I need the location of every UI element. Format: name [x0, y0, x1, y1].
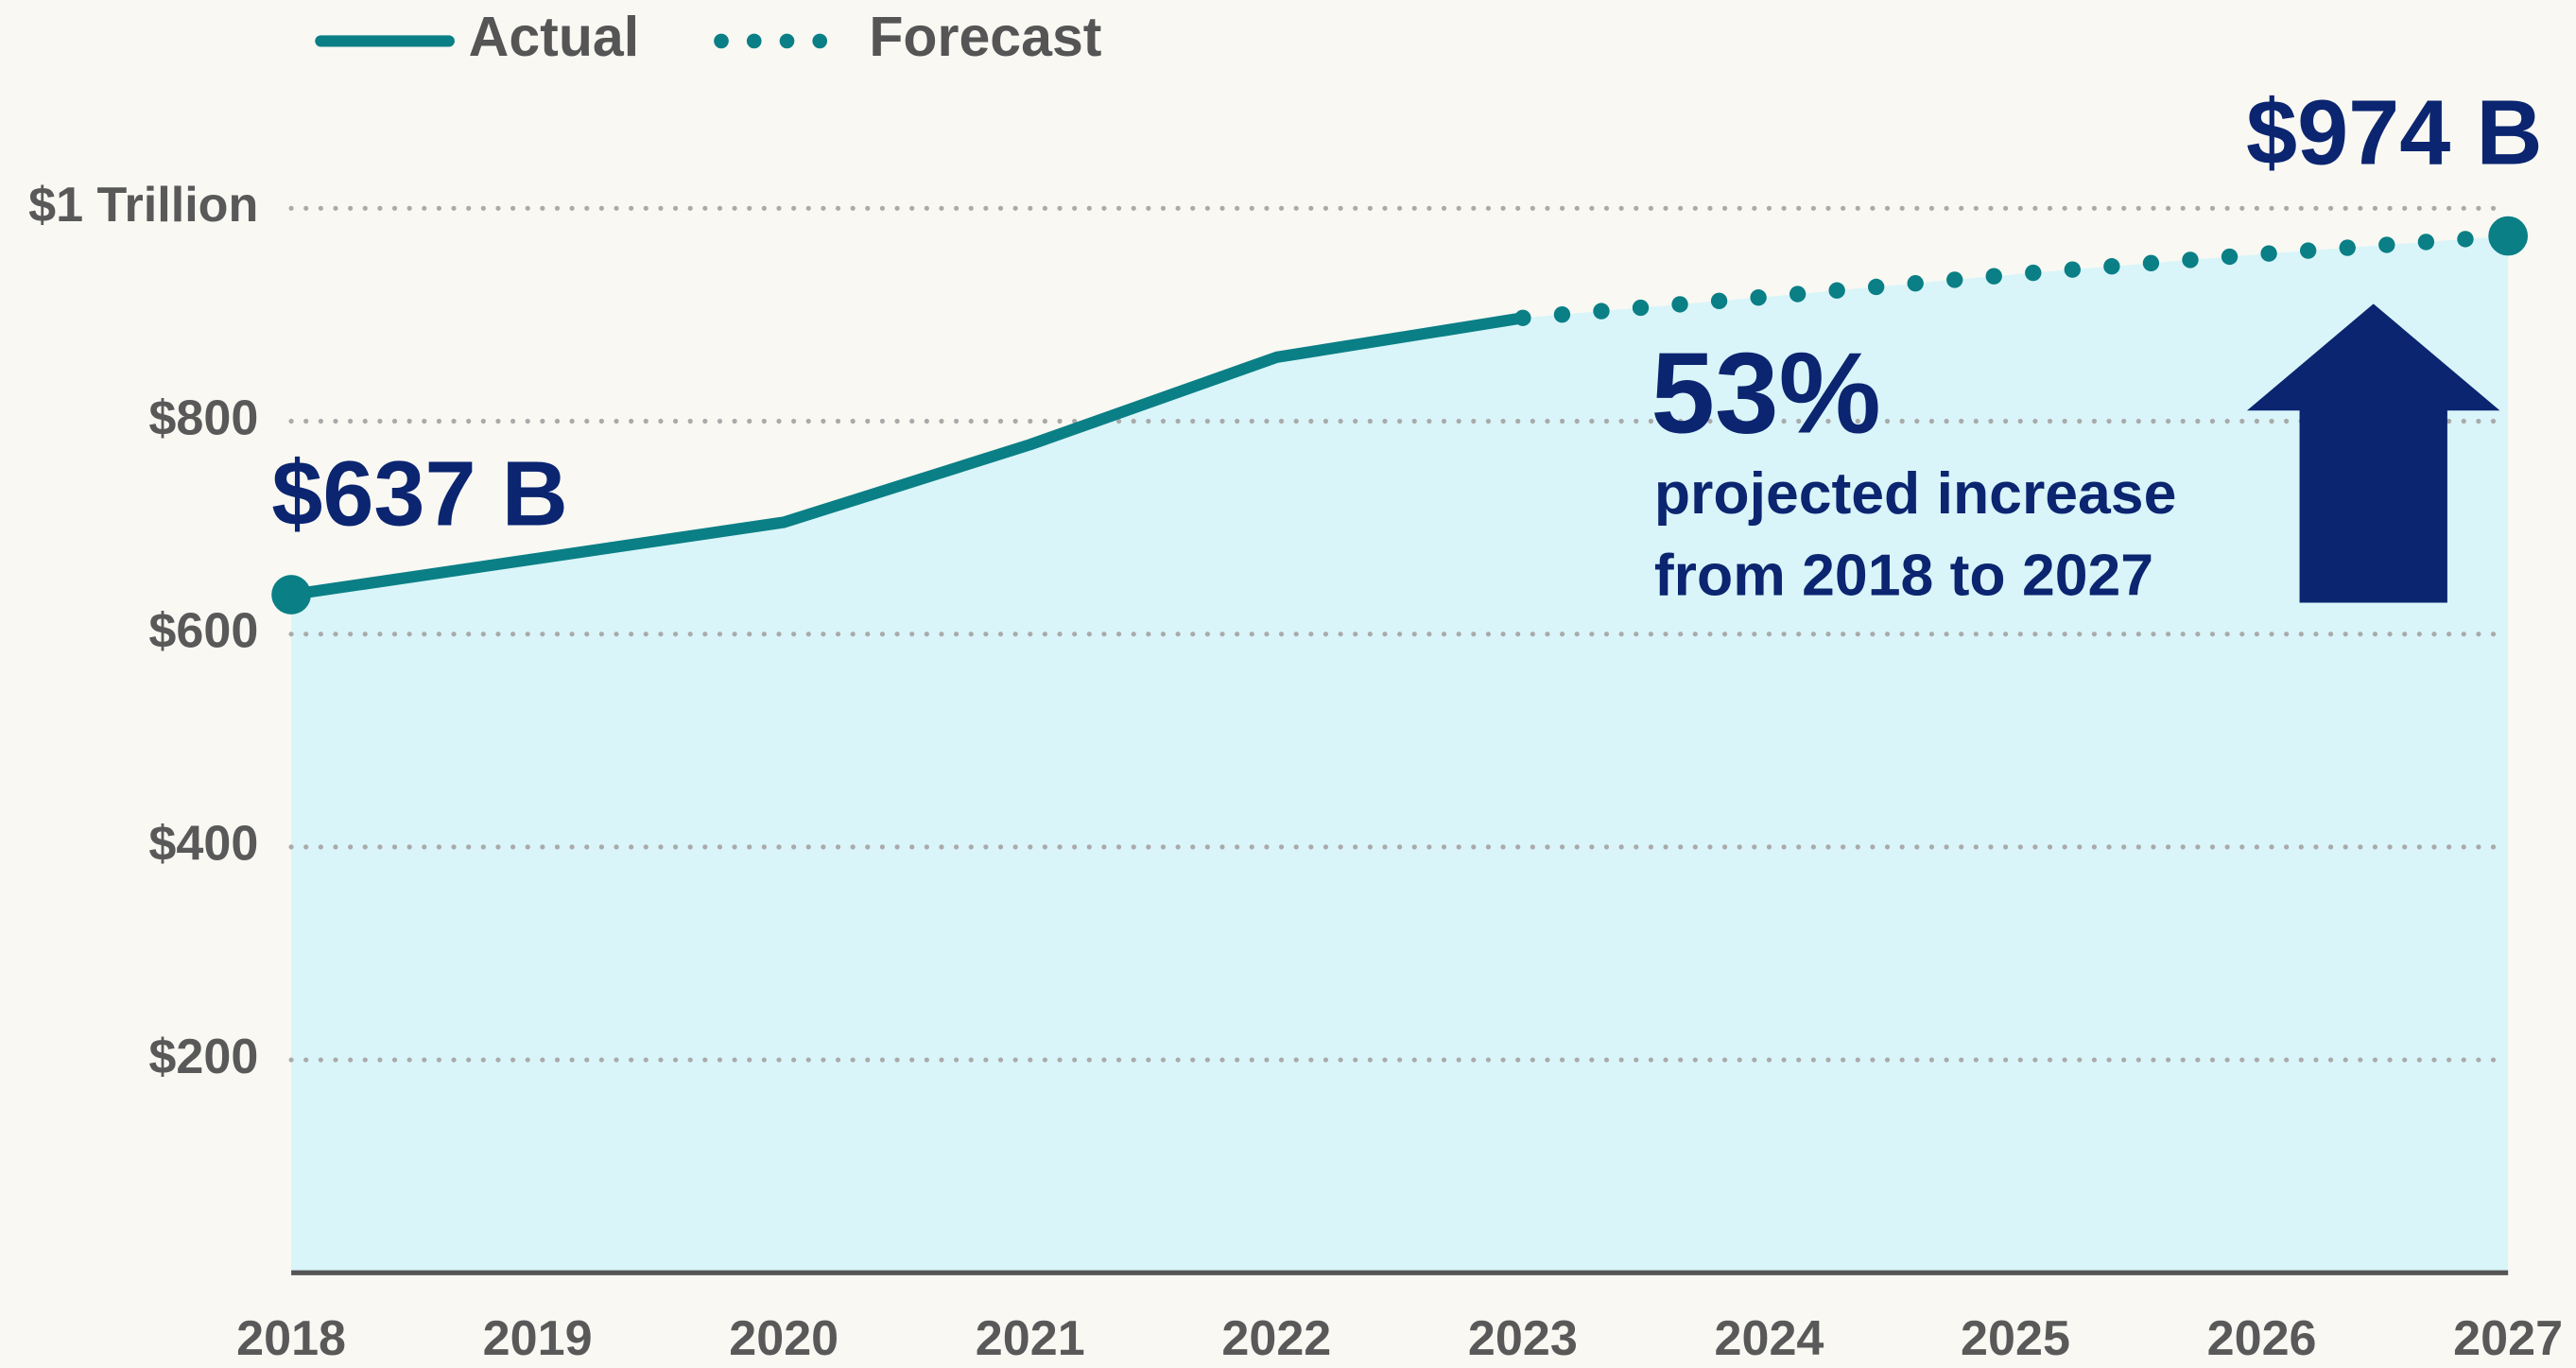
- y-tick-label: $400: [148, 817, 258, 872]
- legend-label: Forecast: [869, 6, 1101, 68]
- x-tick-label: 2021: [976, 1311, 1085, 1366]
- y-tick-label: $200: [148, 1030, 258, 1084]
- legend-label: Actual: [469, 6, 639, 68]
- x-tick-label: 2024: [1715, 1311, 1824, 1366]
- x-tick-label: 2027: [2453, 1311, 2563, 1366]
- y-tick-label: $1 Trillion: [28, 178, 258, 233]
- x-tick-label: 2018: [236, 1311, 346, 1366]
- annotation-value: 53%: [1651, 329, 1880, 458]
- x-tick-label: 2023: [1468, 1311, 1578, 1366]
- x-tick-label: 2020: [729, 1311, 838, 1366]
- y-tick-label: $800: [148, 390, 258, 445]
- end-dot: [271, 575, 311, 615]
- up-arrow: [2246, 303, 2500, 603]
- annotation-text: from 2018 to 2027: [1654, 543, 2153, 609]
- end-dot: [2488, 216, 2529, 256]
- value-label: $974 B: [2246, 80, 2543, 183]
- annotation-text: projected increase: [1654, 460, 2176, 527]
- value-label: $637 B: [271, 442, 568, 545]
- area: [291, 235, 2509, 1273]
- x-tick-label: 2026: [2207, 1311, 2317, 1366]
- y-tick-label: $600: [148, 603, 258, 658]
- x-tick-label: 2019: [483, 1311, 593, 1366]
- line-dotted: [1514, 227, 2516, 326]
- x-tick-label: 2025: [1961, 1311, 2070, 1366]
- x-tick-label: 2022: [1221, 1311, 1331, 1366]
- line-solid: [285, 312, 1529, 601]
